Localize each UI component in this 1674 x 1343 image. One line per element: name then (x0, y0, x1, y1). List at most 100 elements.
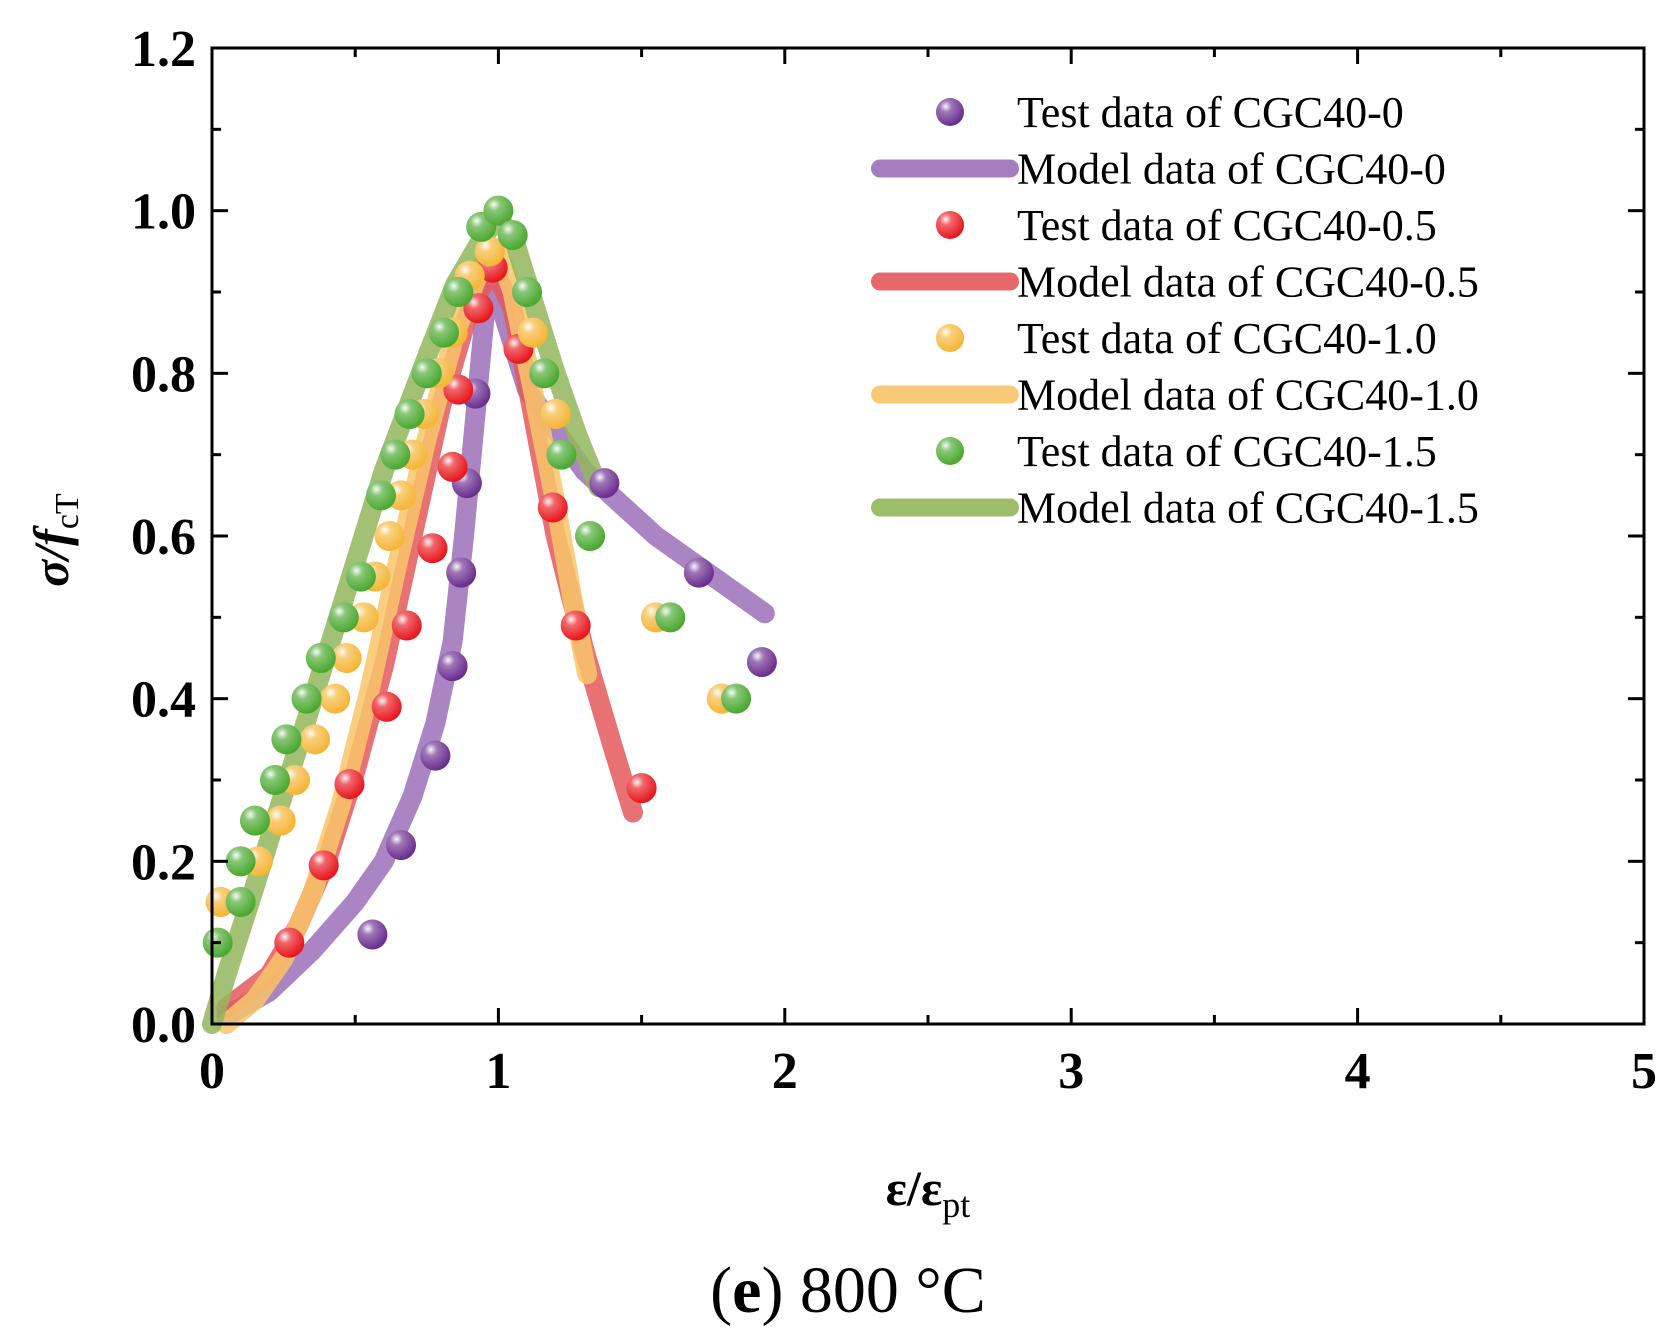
test-point-CGC40-0.5 (463, 293, 494, 324)
test-point-CGC40-1.0 (331, 643, 362, 673)
test-point-CGC40-0 (589, 468, 620, 499)
test-point-highlight (305, 643, 336, 673)
test-point-CGC40-1.5 (394, 399, 425, 429)
test-point-highlight (225, 887, 256, 917)
test-point-CGC40-0 (437, 651, 468, 682)
x-tick-label: 2 (772, 1043, 798, 1100)
test-point-highlight (428, 317, 459, 348)
test-points (202, 195, 777, 958)
legend-entry-test: Test data of CGC40-1.0 (936, 314, 1437, 363)
test-point-highlight (271, 724, 302, 755)
test-point-CGC40-1.5 (411, 358, 442, 389)
legend-marker-highlight (936, 211, 964, 239)
test-point-CGC40-0.5 (334, 769, 365, 800)
test-point-highlight (420, 740, 451, 771)
test-point-CGC40-0.5 (417, 533, 448, 564)
test-point-CGC40-1.5 (225, 887, 256, 917)
x-tick-label: 3 (1058, 1043, 1084, 1100)
test-point-CGC40-0 (446, 557, 477, 588)
test-point-highlight (446, 557, 477, 588)
legend-marker-highlight (936, 437, 964, 465)
test-point-highlight (274, 927, 305, 958)
test-point-CGC40-1.5 (380, 439, 411, 470)
test-point-CGC40-0.5 (443, 374, 474, 405)
test-point-highlight (225, 846, 256, 877)
y-tick-label: 1.2 (131, 21, 196, 78)
y-axis-title: σ/fcT (23, 493, 86, 587)
legend-label-test: Test data of CGC40-0 (1017, 88, 1404, 137)
legend: Test data of CGC40-0 Model data of CGC40-… (871, 88, 1479, 533)
test-point-CGC40-0.5 (626, 773, 657, 804)
test-point-CGC40-0 (386, 830, 417, 861)
test-point-highlight (265, 805, 296, 836)
y-tick-label: 0.4 (131, 672, 196, 729)
test-point-CGC40-1.5 (721, 683, 752, 714)
test-point-CGC40-1.5 (365, 480, 396, 511)
x-tick-label: 0 (199, 1043, 225, 1100)
y-tick-label: 0.6 (131, 509, 196, 566)
test-point-CGC40-1.0 (474, 236, 505, 267)
test-point-CGC40-1.5 (428, 317, 459, 348)
test-point-highlight (331, 643, 362, 673)
test-point-highlight (374, 521, 405, 551)
test-point-CGC40-1.5 (225, 846, 256, 877)
test-point-CGC40-0.5 (308, 850, 339, 881)
legend-label-model: Model data of CGC40-1.5 (1017, 484, 1479, 533)
legend-entry-model: Model data of CGC40-1.0 (871, 371, 1479, 420)
figure-caption: (e) 800 °C (710, 1254, 986, 1327)
test-point-highlight (371, 691, 402, 722)
test-point-CGC40-1.5 (345, 561, 376, 592)
plot-area (202, 46, 1646, 1034)
test-point-CGC40-0 (746, 647, 777, 678)
test-point-CGC40-1.5 (546, 439, 577, 470)
test-point-CGC40-1.5 (497, 220, 528, 251)
test-point-highlight (300, 724, 331, 755)
legend-label-test: Test data of CGC40-0.5 (1017, 201, 1437, 250)
y-tick-label: 0.2 (131, 834, 196, 891)
test-point-highlight (328, 602, 359, 633)
test-point-highlight (517, 317, 548, 348)
test-point-CGC40-1.0 (320, 683, 351, 714)
test-point-CGC40-1.5 (260, 765, 291, 795)
test-point-highlight (437, 651, 468, 682)
legend-entry-test: Test data of CGC40-1.5 (936, 427, 1437, 476)
test-point-highlight (320, 683, 351, 714)
test-point-highlight (589, 468, 620, 499)
test-point-highlight (529, 358, 560, 389)
legend-label-test: Test data of CGC40-1.5 (1017, 427, 1437, 476)
test-point-CGC40-0.5 (437, 451, 468, 482)
test-point-highlight (683, 557, 714, 588)
test-point-CGC40-1.0 (540, 399, 571, 429)
legend-entry-model: Model data of CGC40-1.5 (871, 484, 1479, 533)
test-point-CGC40-1.0 (265, 805, 296, 836)
legend-entry-test: Test data of CGC40-0 (936, 88, 1404, 137)
test-point-CGC40-0 (420, 740, 451, 771)
legend-marker-highlight (936, 324, 964, 352)
test-point-CGC40-0.5 (560, 610, 591, 641)
test-point-CGC40-1.5 (655, 602, 686, 633)
test-point-CGC40-1.5 (529, 358, 560, 389)
test-point-CGC40-1.5 (239, 805, 270, 836)
test-point-highlight (443, 374, 474, 405)
test-point-CGC40-1.0 (374, 521, 405, 551)
test-point-highlight (345, 561, 376, 592)
test-point-highlight (394, 399, 425, 429)
test-point-highlight (308, 850, 339, 881)
y-axis-tick-labels: 0.0 0.2 0.4 0.6 0.8 1.0 1.2 (131, 21, 196, 1054)
x-tick-label: 5 (1631, 1043, 1657, 1100)
test-point-CGC40-0 (683, 557, 714, 588)
test-point-CGC40-0.5 (537, 492, 568, 523)
test-point-highlight (334, 769, 365, 800)
test-point-highlight (746, 647, 777, 678)
legend-label-model: Model data of CGC40-0.5 (1017, 258, 1479, 307)
test-point-CGC40-1.5 (483, 195, 514, 226)
test-point-highlight (655, 602, 686, 633)
test-point-CGC40-1.5 (443, 277, 474, 307)
test-point-CGC40-1.0 (517, 317, 548, 348)
test-point-CGC40-0.5 (391, 610, 422, 641)
test-point-highlight (260, 765, 291, 795)
test-point-highlight (291, 683, 322, 714)
legend-label-model: Model data of CGC40-1.0 (1017, 371, 1479, 420)
legend-entry-model: Model data of CGC40-0 (871, 145, 1446, 194)
